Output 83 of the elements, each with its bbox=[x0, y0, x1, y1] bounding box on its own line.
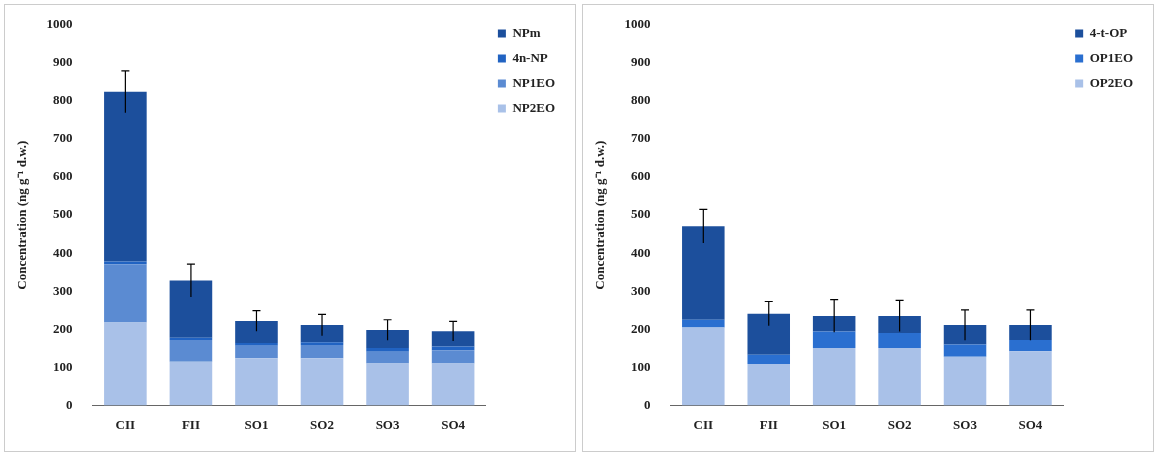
y-tick-label: 600 bbox=[631, 168, 651, 184]
bar bbox=[300, 325, 344, 343]
legend-label: NPm bbox=[512, 24, 541, 40]
y-tick-label: 900 bbox=[53, 54, 73, 70]
bar bbox=[943, 344, 987, 357]
y-tick-label: 300 bbox=[53, 282, 73, 298]
legend-label: OP1EO bbox=[1089, 49, 1134, 65]
x-tick-label: FII bbox=[181, 416, 200, 432]
x-tick-label: CII bbox=[693, 416, 714, 432]
bar bbox=[431, 350, 475, 364]
legend-label: NP2EO bbox=[512, 99, 556, 115]
bar bbox=[235, 358, 278, 406]
legend-label: 4n-NP bbox=[512, 49, 548, 65]
y-axis-title: Concentration (ng g⁻¹ d.w.) bbox=[14, 140, 30, 290]
x-tick-label: FII bbox=[759, 416, 778, 432]
bar bbox=[169, 361, 213, 406]
bar bbox=[682, 226, 725, 320]
bar bbox=[235, 342, 278, 346]
bar bbox=[878, 347, 921, 406]
bar bbox=[943, 356, 987, 406]
x-tick-label: SO3 bbox=[375, 416, 400, 432]
x-tick-label: SO2 bbox=[887, 416, 912, 432]
x-tick-label: SO4 bbox=[441, 416, 466, 432]
bar bbox=[104, 322, 147, 406]
x-tick-label: SO1 bbox=[822, 416, 847, 432]
bar bbox=[682, 319, 725, 328]
bar bbox=[1009, 325, 1052, 340]
bar bbox=[878, 315, 921, 334]
x-tick-label: SO4 bbox=[1018, 416, 1043, 432]
y-tick-label: 200 bbox=[631, 320, 651, 336]
y-tick-label: 500 bbox=[631, 206, 651, 222]
bar bbox=[943, 325, 987, 345]
bar bbox=[1009, 351, 1052, 406]
bar bbox=[747, 354, 791, 364]
x-tick-label: CII bbox=[115, 416, 136, 432]
bar bbox=[104, 264, 147, 323]
x-tick-label: SO3 bbox=[953, 416, 978, 432]
bar bbox=[300, 342, 344, 345]
y-tick-label: 900 bbox=[631, 54, 651, 70]
y-tick-label: 400 bbox=[631, 244, 651, 260]
legend-label: 4-t-OP bbox=[1089, 24, 1128, 40]
bar bbox=[682, 327, 725, 406]
bar bbox=[366, 347, 409, 352]
y-tick-label: 500 bbox=[53, 206, 73, 222]
y-tick-label: 200 bbox=[53, 320, 73, 336]
bar bbox=[747, 363, 791, 406]
bar bbox=[169, 280, 213, 338]
y-tick-label: 0 bbox=[66, 396, 73, 412]
bar bbox=[431, 331, 475, 347]
bar bbox=[366, 330, 409, 348]
bar bbox=[104, 91, 147, 262]
bar bbox=[812, 331, 856, 348]
y-tick-label: 400 bbox=[53, 244, 73, 260]
bar bbox=[235, 345, 278, 359]
bar bbox=[812, 315, 856, 332]
y-tick-label: 1000 bbox=[46, 16, 73, 32]
y-tick-label: 600 bbox=[53, 168, 73, 184]
bar bbox=[235, 320, 278, 343]
y-tick-label: 800 bbox=[631, 92, 651, 108]
bar bbox=[747, 313, 791, 355]
bar bbox=[431, 363, 475, 406]
bar bbox=[812, 347, 856, 406]
bar bbox=[1009, 339, 1052, 352]
y-tick-label: 800 bbox=[53, 92, 73, 108]
x-tick-label: SO1 bbox=[244, 416, 269, 432]
y-tick-label: 300 bbox=[631, 282, 651, 298]
bar bbox=[169, 339, 213, 362]
y-tick-label: 100 bbox=[53, 358, 73, 374]
legend-label: NP1EO bbox=[512, 74, 556, 90]
bar bbox=[366, 351, 409, 364]
y-tick-label: 700 bbox=[631, 130, 651, 146]
y-tick-label: 700 bbox=[53, 130, 73, 146]
bar bbox=[878, 333, 921, 348]
x-tick-label: SO2 bbox=[310, 416, 334, 432]
bar bbox=[431, 346, 475, 351]
y-tick-label: 100 bbox=[631, 358, 651, 374]
bar bbox=[300, 344, 344, 359]
legend-label: OP2EO bbox=[1089, 74, 1134, 90]
y-tick-label: 1000 bbox=[624, 16, 651, 32]
bar bbox=[300, 358, 344, 406]
y-axis-title: Concentration (ng g⁻¹ d.w.) bbox=[592, 140, 608, 290]
y-tick-label: 0 bbox=[644, 396, 651, 412]
bar bbox=[366, 363, 409, 406]
